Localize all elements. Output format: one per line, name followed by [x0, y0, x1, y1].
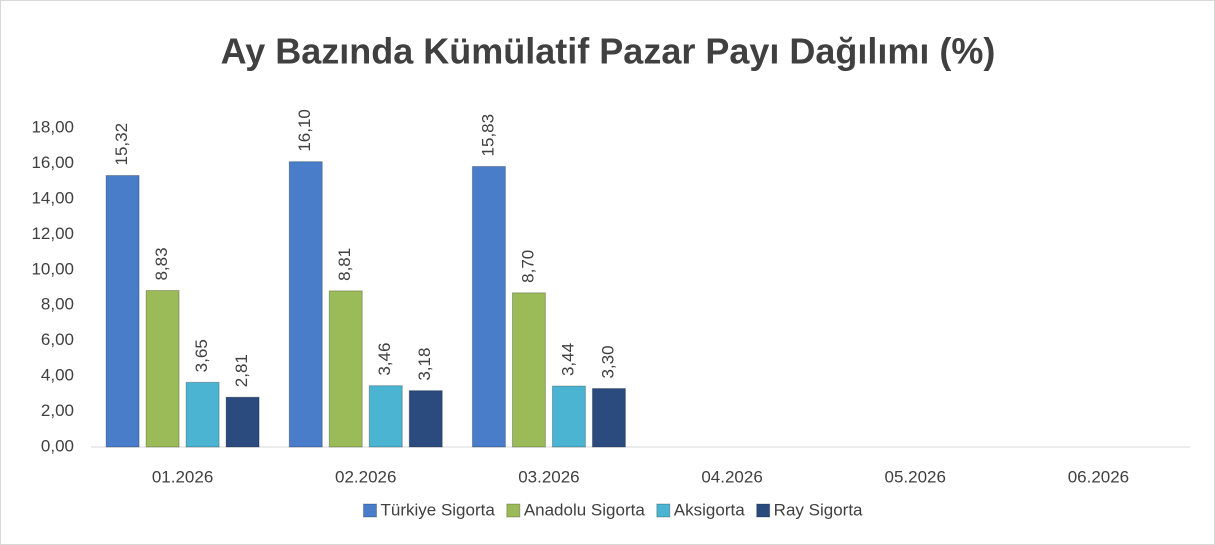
data-label: 3,18	[415, 348, 434, 381]
data-label: 8,81	[335, 248, 354, 281]
bar	[551, 385, 586, 448]
legend-label: Anadolu Sigorta	[524, 500, 646, 519]
bar	[328, 290, 363, 448]
bar	[408, 390, 443, 448]
y-tick-label: 2,00	[41, 401, 74, 420]
x-tick-label: 05.2026	[885, 467, 946, 486]
bar	[145, 290, 180, 448]
y-tick-label: 6,00	[41, 330, 74, 349]
y-tick-label: 0,00	[41, 436, 74, 455]
legend-swatch	[506, 503, 521, 518]
x-tick-label: 01.2026	[152, 467, 213, 486]
x-tick-label: 03.2026	[518, 467, 579, 486]
data-label: 2,81	[232, 354, 251, 387]
y-tick-label: 12,00	[31, 224, 74, 243]
data-label: 3,44	[558, 343, 577, 376]
y-tick-label: 14,00	[31, 188, 74, 207]
x-tick-label: 02.2026	[335, 467, 396, 486]
x-tick-label: 04.2026	[701, 467, 762, 486]
data-label: 8,83	[152, 247, 171, 280]
data-label: 16,10	[295, 109, 314, 152]
legend-label: Türkiye Sigorta	[380, 500, 495, 519]
y-tick-label: 8,00	[41, 295, 74, 314]
bar	[105, 174, 140, 448]
legend-swatch	[656, 503, 671, 518]
y-tick-label: 10,00	[31, 259, 74, 278]
bar	[368, 385, 403, 448]
bar	[288, 161, 323, 448]
legend-label: Aksigorta	[674, 500, 745, 519]
y-tick-label: 4,00	[41, 366, 74, 385]
data-label: 8,70	[518, 250, 537, 283]
x-tick-label: 06.2026	[1068, 467, 1129, 486]
data-label: 3,46	[375, 343, 394, 376]
bar	[225, 396, 260, 448]
y-tick-label: 18,00	[31, 117, 74, 136]
chart-title: Ay Bazında Kümülatif Pazar Payı Dağılımı…	[221, 31, 996, 72]
legend-label: Ray Sigorta	[774, 500, 863, 519]
data-label: 3,65	[192, 339, 211, 372]
data-label: 15,32	[112, 123, 131, 166]
data-label: 15,83	[478, 114, 497, 157]
bar	[185, 381, 220, 448]
bar	[591, 388, 626, 448]
legend-swatch	[362, 503, 377, 518]
bar	[471, 165, 506, 448]
bar	[511, 292, 546, 448]
legend-swatch	[756, 503, 771, 518]
y-tick-label: 16,00	[31, 153, 74, 172]
data-label: 3,30	[598, 345, 617, 378]
